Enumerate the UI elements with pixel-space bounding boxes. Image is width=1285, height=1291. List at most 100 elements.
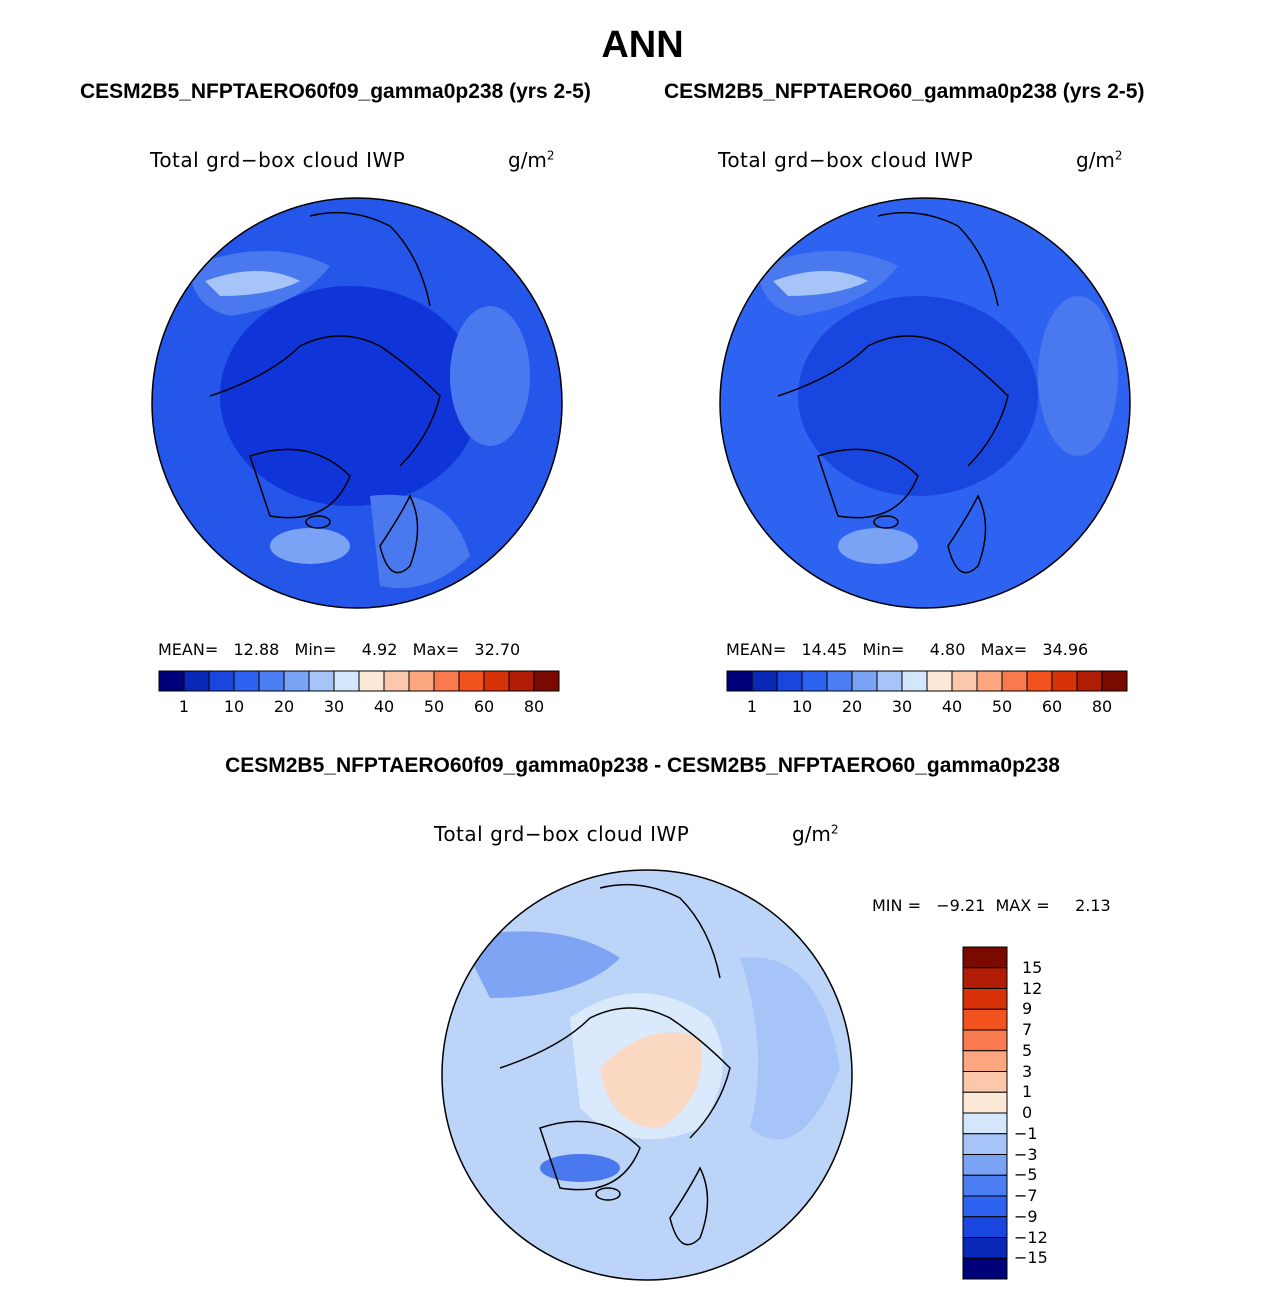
panel-right-case-title: CESM2B5_NFPTAERO60_gamma0p238 (yrs 2-5) bbox=[664, 80, 1145, 103]
colorbar-right-tick-label: 1 bbox=[746, 697, 758, 716]
colorbar-difference-swatch bbox=[962, 1257, 1008, 1280]
figure-title: ANN bbox=[601, 24, 684, 66]
colorbar-difference-tick-label: 0 bbox=[1022, 1103, 1033, 1122]
colorbar-difference-tick-label: −7 bbox=[1014, 1186, 1038, 1205]
colorbar-difference-tick-label: 7 bbox=[1022, 1020, 1033, 1039]
colorbar-difference-tick-label: 15 bbox=[1022, 957, 1043, 977]
colorbar-left-tick-label: 50 bbox=[423, 697, 445, 716]
colorbar-left-swatch bbox=[433, 670, 460, 692]
colorbar-left-tick-label: 20 bbox=[273, 697, 295, 716]
colorbar-right-tick-label: 30 bbox=[891, 697, 913, 716]
colorbar-difference-tick-label: −12 bbox=[1014, 1227, 1048, 1247]
map-right-coastline-arctic bbox=[777, 335, 1009, 467]
map-right-coastline-asia bbox=[877, 211, 999, 307]
colorbar-left-swatch bbox=[183, 670, 210, 692]
colorbar-difference-swatch bbox=[962, 1216, 1008, 1238]
map-right-region-arctic bbox=[798, 296, 1038, 496]
colorbar-difference-tick-label: 1 bbox=[1022, 1082, 1033, 1102]
colorbar-left-swatch bbox=[283, 670, 310, 692]
map-right-region-east bbox=[1038, 296, 1118, 456]
colorbar-right-swatch bbox=[951, 670, 978, 692]
colorbar-right-swatch bbox=[876, 670, 903, 692]
map-left-region-pale bbox=[205, 271, 300, 296]
map-right-coastline-scandinavia bbox=[947, 494, 987, 574]
colorbar-right-tick-label: 20 bbox=[841, 697, 863, 716]
panel-left-stats: MEAN= 12.88 Min= 4.92 Max= 32.70 bbox=[158, 640, 521, 659]
colorbar-right-swatch bbox=[726, 670, 753, 692]
colorbar-right bbox=[726, 670, 1128, 692]
map-diff-coastline-arctic bbox=[499, 1007, 731, 1139]
map-left-region-arctic bbox=[220, 286, 480, 506]
colorbar-left-swatch bbox=[158, 670, 185, 692]
map-diff-region-neg-3 bbox=[540, 1154, 620, 1182]
map-right-region-pale bbox=[773, 271, 868, 296]
colorbar-right-swatch bbox=[1026, 670, 1053, 692]
colorbar-left-swatch bbox=[258, 670, 285, 692]
colorbar-difference-ticks: 15 12 9 7 5 3 1 0 −1 −3 −5 −7 −9 −12 −15 bbox=[1014, 946, 1074, 1280]
colorbar-difference-swatch bbox=[962, 946, 1008, 969]
colorbar-difference-swatch bbox=[962, 1091, 1008, 1114]
colorbar-left-swatch bbox=[333, 670, 360, 692]
colorbar-right-tick-label: 40 bbox=[941, 697, 963, 716]
panel-left-case-title: CESM2B5_NFPTAERO60f09_gamma0p238 (yrs 2-… bbox=[80, 80, 591, 103]
colorbar-right-tick-label: 80 bbox=[1091, 697, 1113, 716]
colorbar-right-swatch bbox=[751, 670, 778, 692]
colorbar-right-tick-label: 60 bbox=[1041, 697, 1063, 716]
colorbar-difference-tick-label: 12 bbox=[1022, 978, 1043, 998]
colorbar-difference-tick-label: −9 bbox=[1014, 1206, 1038, 1226]
map-diff-region-neg-2 bbox=[740, 957, 840, 1140]
colorbar-left-tick-label: 40 bbox=[373, 697, 395, 716]
colorbar-left-swatch bbox=[383, 670, 410, 692]
map-diff-coastline-asia bbox=[599, 883, 721, 979]
colorbar-left bbox=[158, 670, 560, 692]
colorbar-difference-swatch bbox=[962, 1029, 1008, 1052]
map-right-coastline-iceland bbox=[873, 515, 899, 529]
colorbar-difference-tick-label: 5 bbox=[1022, 1040, 1033, 1060]
map-left-region-east bbox=[450, 306, 530, 446]
colorbar-left-swatch bbox=[208, 670, 235, 692]
map-left-coastline-asia bbox=[309, 211, 431, 307]
colorbar-right-swatch bbox=[976, 670, 1003, 692]
colorbar-right-swatch bbox=[801, 670, 828, 692]
colorbar-left-swatch bbox=[458, 670, 485, 692]
panel-right-stats: MEAN= 14.45 Min= 4.80 Max= 34.96 bbox=[726, 640, 1089, 659]
map-left-coastline-scandinavia bbox=[379, 494, 419, 574]
colorbar-right-tick-label: 10 bbox=[791, 697, 813, 716]
colorbar-difference bbox=[962, 946, 1008, 1280]
map-left-border bbox=[151, 197, 563, 609]
map-left-coastline-greenland bbox=[249, 448, 351, 519]
map-right-region-pale-2 bbox=[838, 528, 918, 564]
colorbar-right-swatch bbox=[1101, 670, 1128, 692]
colorbar-difference-swatch bbox=[962, 1050, 1008, 1072]
colorbar-right-swatch bbox=[851, 670, 878, 692]
colorbar-left-swatch bbox=[483, 670, 510, 692]
colorbar-difference-swatch bbox=[962, 1133, 1008, 1155]
map-left bbox=[151, 197, 563, 609]
colorbar-right-tick-label: 50 bbox=[991, 697, 1013, 716]
colorbar-difference-swatch bbox=[962, 1174, 1008, 1197]
colorbar-difference-tick-label: −5 bbox=[1014, 1165, 1038, 1185]
colorbar-left-swatch bbox=[508, 670, 535, 692]
colorbar-right-swatch bbox=[1051, 670, 1078, 692]
map-diff-coastline-iceland bbox=[595, 1187, 621, 1201]
colorbar-left-tick-label: 80 bbox=[523, 697, 545, 716]
colorbar-left-swatch bbox=[533, 670, 560, 692]
difference-stats: MIN = −9.21 MAX = 2.13 bbox=[872, 896, 1111, 915]
map-left-coastline-arctic bbox=[209, 335, 441, 467]
colorbar-difference-swatch bbox=[962, 967, 1008, 989]
map-difference bbox=[441, 869, 853, 1281]
colorbar-right-swatch bbox=[1001, 670, 1028, 692]
colorbar-difference-swatch bbox=[962, 1195, 1008, 1218]
colorbar-right-ticks: 1 10 20 30 40 50 60 80 bbox=[726, 697, 1128, 717]
map-left-region-pale-2 bbox=[270, 528, 350, 564]
difference-variable-label: Total grd−box cloud IWP bbox=[434, 822, 690, 846]
colorbar-difference-tick-label: −1 bbox=[1014, 1123, 1038, 1143]
colorbar-right-swatch bbox=[926, 670, 953, 692]
map-left-region-atlantic bbox=[370, 494, 470, 588]
map-right-border bbox=[719, 197, 1131, 609]
colorbar-left-swatch bbox=[358, 670, 385, 692]
panel-right-variable-label: Total grd−box cloud IWP bbox=[718, 148, 974, 172]
colorbar-left-tick-label: 10 bbox=[223, 697, 245, 716]
colorbar-left-ticks: 1 10 20 30 40 50 60 80 bbox=[158, 697, 560, 717]
colorbar-left-tick-label: 60 bbox=[473, 697, 495, 716]
